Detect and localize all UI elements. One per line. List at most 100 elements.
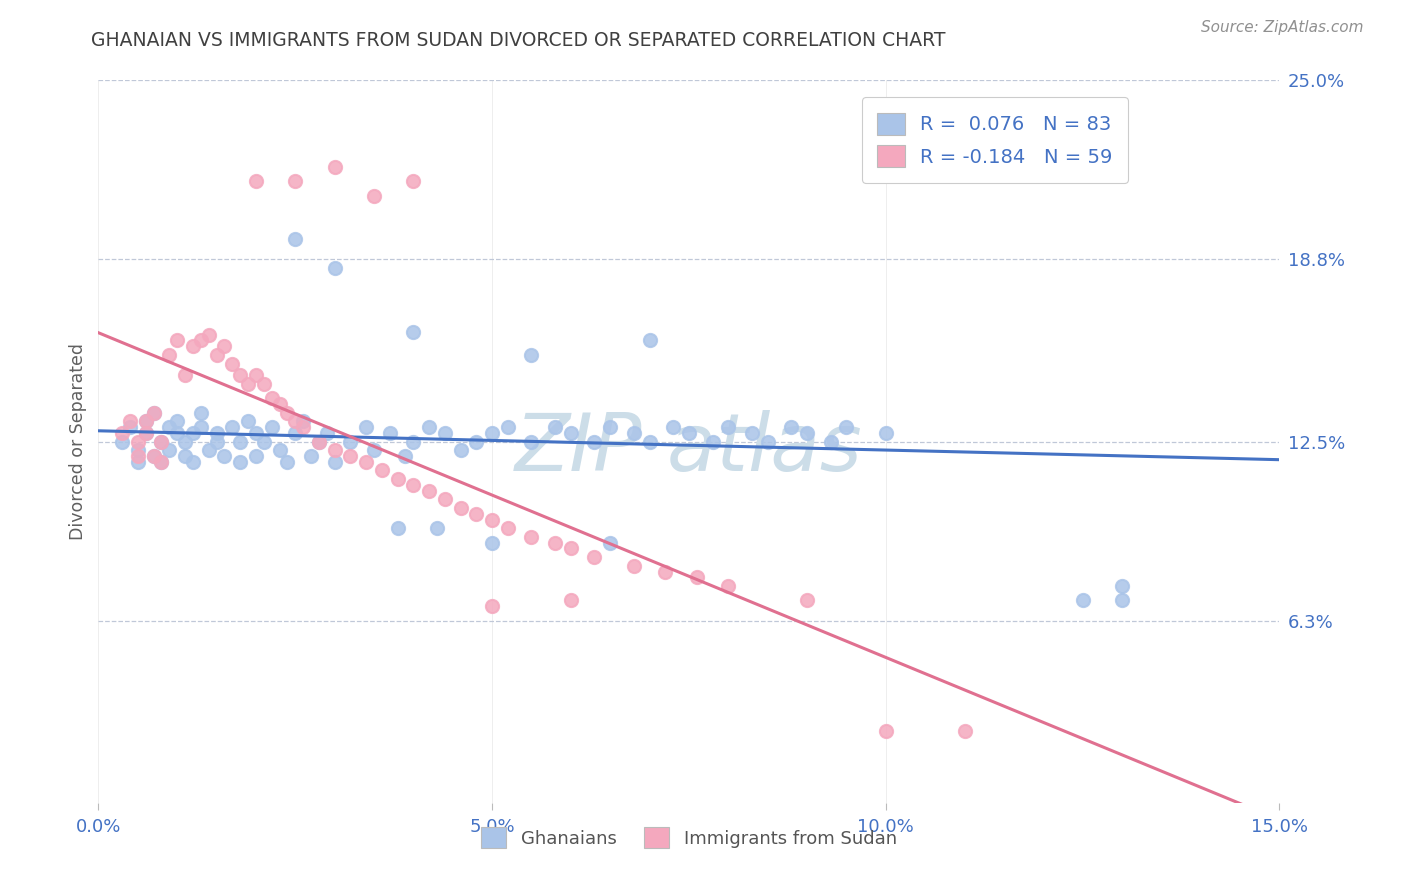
- Point: [284, 425, 307, 440]
- Point: [276, 406, 298, 420]
- Point: [796, 593, 818, 607]
- Point: [387, 472, 409, 486]
- Point: [638, 334, 661, 348]
- Point: [245, 368, 267, 382]
- Point: [426, 521, 449, 535]
- Point: [181, 339, 204, 353]
- Point: [142, 406, 165, 420]
- Point: [560, 593, 582, 607]
- Point: [150, 434, 173, 449]
- Point: [157, 420, 180, 434]
- Point: [284, 414, 307, 428]
- Point: [174, 368, 197, 382]
- Point: [1111, 593, 1133, 607]
- Point: [450, 443, 472, 458]
- Point: [780, 420, 803, 434]
- Point: [118, 414, 141, 428]
- Point: [394, 449, 416, 463]
- Point: [363, 443, 385, 458]
- Point: [236, 414, 259, 428]
- Point: [756, 434, 779, 449]
- Point: [599, 535, 621, 549]
- Point: [387, 521, 409, 535]
- Point: [308, 434, 330, 449]
- Point: [875, 425, 897, 440]
- Point: [221, 420, 243, 434]
- Point: [245, 174, 267, 188]
- Point: [481, 599, 503, 614]
- Point: [245, 425, 267, 440]
- Point: [181, 425, 204, 440]
- Point: [118, 420, 141, 434]
- Point: [450, 501, 472, 516]
- Point: [481, 425, 503, 440]
- Point: [623, 425, 645, 440]
- Point: [236, 376, 259, 391]
- Point: [229, 455, 252, 469]
- Point: [284, 174, 307, 188]
- Point: [157, 443, 180, 458]
- Point: [142, 449, 165, 463]
- Point: [378, 425, 401, 440]
- Point: [260, 420, 283, 434]
- Point: [214, 339, 236, 353]
- Point: [1071, 593, 1094, 607]
- Point: [339, 434, 361, 449]
- Point: [166, 425, 188, 440]
- Point: [308, 434, 330, 449]
- Point: [465, 434, 488, 449]
- Point: [702, 434, 724, 449]
- Point: [111, 425, 134, 440]
- Point: [638, 434, 661, 449]
- Point: [796, 425, 818, 440]
- Point: [197, 443, 219, 458]
- Point: [166, 414, 188, 428]
- Point: [174, 449, 197, 463]
- Point: [127, 449, 149, 463]
- Text: ZIP atlas: ZIP atlas: [515, 409, 863, 488]
- Point: [253, 434, 276, 449]
- Point: [323, 455, 346, 469]
- Point: [583, 550, 606, 565]
- Point: [544, 420, 567, 434]
- Point: [496, 420, 519, 434]
- Point: [142, 449, 165, 463]
- Point: [221, 357, 243, 371]
- Point: [205, 425, 228, 440]
- Y-axis label: Divorced or Separated: Divorced or Separated: [69, 343, 87, 540]
- Point: [150, 434, 173, 449]
- Point: [875, 723, 897, 738]
- Point: [520, 434, 543, 449]
- Point: [292, 420, 315, 434]
- Point: [276, 455, 298, 469]
- Point: [157, 348, 180, 362]
- Point: [150, 455, 173, 469]
- Point: [111, 434, 134, 449]
- Point: [741, 425, 763, 440]
- Point: [481, 535, 503, 549]
- Point: [269, 443, 291, 458]
- Point: [190, 406, 212, 420]
- Point: [363, 189, 385, 203]
- Point: [654, 565, 676, 579]
- Point: [820, 434, 842, 449]
- Point: [371, 463, 394, 477]
- Point: [402, 174, 425, 188]
- Point: [197, 327, 219, 342]
- Point: [835, 420, 858, 434]
- Point: [496, 521, 519, 535]
- Point: [323, 160, 346, 174]
- Point: [142, 406, 165, 420]
- Point: [245, 449, 267, 463]
- Point: [190, 420, 212, 434]
- Point: [135, 414, 157, 428]
- Point: [1111, 579, 1133, 593]
- Point: [135, 414, 157, 428]
- Point: [418, 483, 440, 498]
- Point: [174, 434, 197, 449]
- Point: [717, 579, 740, 593]
- Point: [520, 348, 543, 362]
- Point: [465, 507, 488, 521]
- Point: [323, 443, 346, 458]
- Point: [127, 434, 149, 449]
